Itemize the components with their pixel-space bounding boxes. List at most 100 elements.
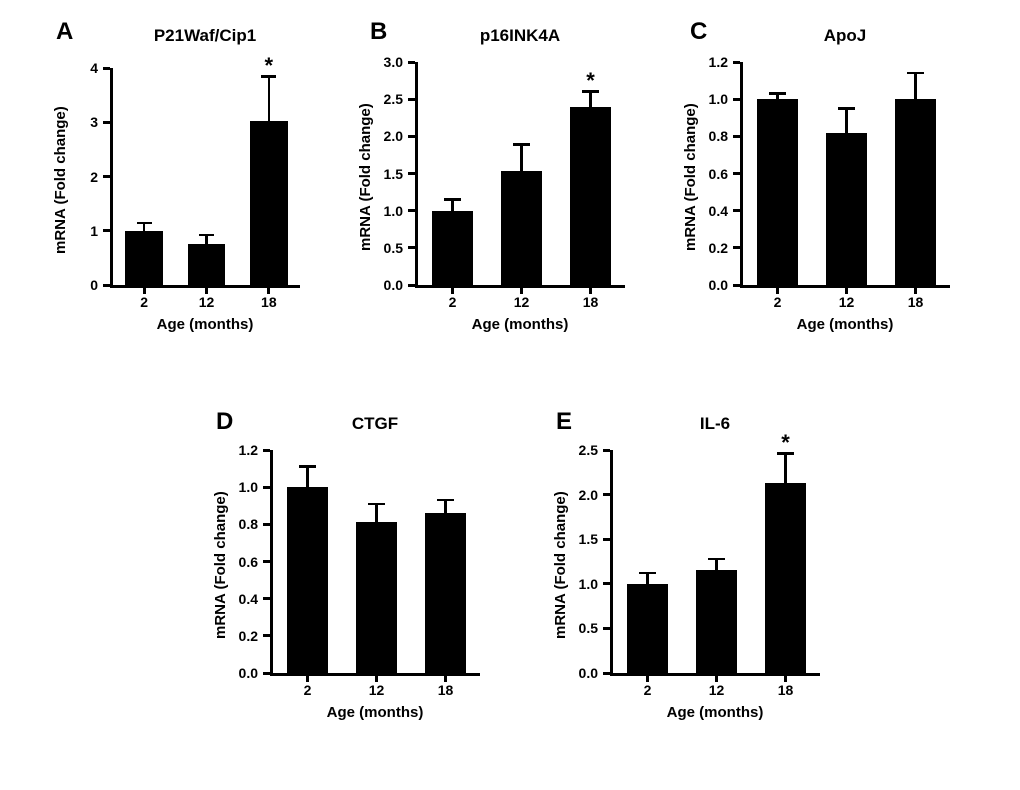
y-tick-label: 2.5 [562, 442, 598, 458]
bar [895, 99, 936, 285]
error-bar [784, 454, 787, 483]
x-tick-label: 2 [758, 294, 798, 310]
panel-letter: A [56, 18, 73, 46]
y-tick [263, 523, 270, 526]
y-tick [263, 634, 270, 637]
error-bar [444, 500, 447, 513]
y-axis-label: mRNA (Fold change) [357, 103, 374, 251]
y-tick-label: 1.2 [222, 442, 258, 458]
y-tick [408, 61, 415, 64]
bar [826, 133, 867, 285]
bar [287, 487, 328, 673]
y-tick-label: 0.0 [562, 665, 598, 681]
y-tick-label: 0.0 [692, 277, 728, 293]
y-tick [408, 98, 415, 101]
bar [188, 244, 225, 285]
y-tick [408, 209, 415, 212]
x-tick-label: 2 [288, 682, 328, 698]
error-bar-cap [708, 558, 725, 561]
x-tick-label: 18 [766, 682, 806, 698]
y-tick [733, 61, 740, 64]
y-tick [103, 175, 110, 178]
y-tick [103, 121, 110, 124]
y-tick [733, 98, 740, 101]
y-tick-label: 0 [62, 277, 98, 293]
bar [250, 121, 287, 285]
y-axis [110, 68, 113, 288]
figure-root: A P21Waf/Cip1 0123421218*mRNA (Fold change… [0, 0, 1020, 790]
chart-area: 0123421218*mRNA (Fold change)Age (months… [110, 68, 300, 288]
y-axis [415, 62, 418, 288]
y-tick [603, 582, 610, 585]
x-tick-label: 18 [896, 294, 936, 310]
x-tick-label: 12 [502, 294, 542, 310]
x-tick-label: 2 [628, 682, 668, 698]
x-tick [589, 285, 592, 294]
bar [696, 570, 737, 673]
panel-title: CTGF [270, 414, 480, 434]
x-axis-label: Age (months) [270, 704, 480, 721]
bar [125, 231, 162, 285]
panel-title: P21Waf/Cip1 [110, 26, 300, 46]
error-bar-cap [444, 198, 461, 201]
y-tick [603, 672, 610, 675]
error-bar [914, 73, 917, 99]
y-axis-label: mRNA (Fold change) [552, 491, 569, 639]
x-tick [444, 673, 447, 682]
error-bar [520, 145, 523, 172]
x-tick-label: 12 [187, 294, 227, 310]
x-tick [375, 673, 378, 682]
x-tick [646, 673, 649, 682]
y-tick [408, 135, 415, 138]
error-bar [451, 200, 454, 211]
panel-title: p16INK4A [415, 26, 625, 46]
error-bar-cap [299, 465, 316, 468]
chart-area: 0.00.51.01.52.02.53.021218*mRNA (Fold ch… [415, 62, 625, 288]
y-axis-label: mRNA (Fold change) [682, 103, 699, 251]
x-tick [143, 285, 146, 294]
y-tick [103, 284, 110, 287]
x-tick [267, 285, 270, 294]
y-tick [408, 284, 415, 287]
y-tick [733, 172, 740, 175]
y-tick-label: 3.0 [367, 54, 403, 70]
error-bar-cap [513, 143, 530, 146]
x-tick-label: 18 [249, 294, 289, 310]
error-bar-cap [137, 222, 152, 225]
x-tick [914, 285, 917, 294]
error-bar [589, 92, 592, 107]
error-bar [268, 77, 271, 121]
x-tick [845, 285, 848, 294]
y-tick [263, 449, 270, 452]
y-tick [733, 135, 740, 138]
x-axis-label: Age (months) [415, 316, 625, 333]
y-axis [270, 450, 273, 676]
panel-letter: C [690, 18, 707, 46]
significance-marker: * [774, 430, 798, 456]
error-bar [646, 573, 649, 584]
x-tick-label: 2 [124, 294, 164, 310]
y-axis-label: mRNA (Fold change) [212, 491, 229, 639]
significance-marker: * [579, 68, 603, 94]
y-tick [263, 560, 270, 563]
bar [425, 513, 466, 673]
x-tick [776, 285, 779, 294]
bar [432, 211, 473, 285]
error-bar-cap [769, 92, 786, 95]
error-bar-cap [368, 503, 385, 506]
x-tick-label: 2 [433, 294, 473, 310]
y-tick [603, 538, 610, 541]
y-tick [733, 284, 740, 287]
y-tick-label: 4 [62, 60, 98, 76]
bar [627, 584, 668, 673]
y-tick-label: 1.2 [692, 54, 728, 70]
bar [570, 107, 611, 285]
y-tick [603, 493, 610, 496]
y-tick-label: 0.0 [222, 665, 258, 681]
x-tick [451, 285, 454, 294]
y-tick-label: 0.0 [367, 277, 403, 293]
x-axis-label: Age (months) [610, 704, 820, 721]
bar [765, 483, 806, 673]
y-tick [408, 172, 415, 175]
bar [501, 171, 542, 285]
